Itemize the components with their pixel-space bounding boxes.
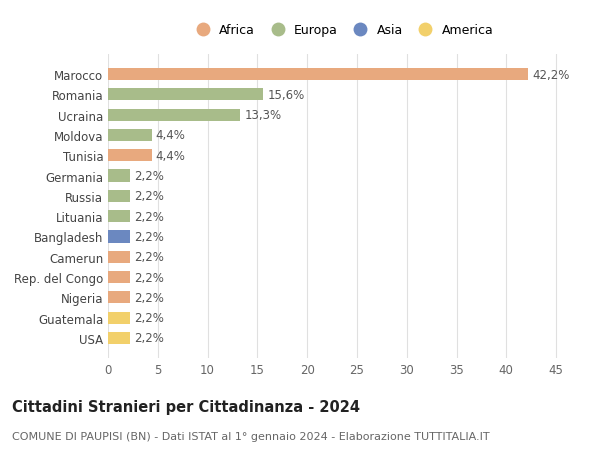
Bar — [108, 291, 130, 304]
Text: 2,2%: 2,2% — [134, 312, 164, 325]
Legend: Africa, Europa, Asia, America: Africa, Europa, Asia, America — [185, 19, 499, 42]
Bar — [108, 170, 130, 182]
Text: 4,4%: 4,4% — [156, 129, 185, 142]
Text: 2,2%: 2,2% — [134, 251, 164, 263]
Text: Cittadini Stranieri per Cittadinanza - 2024: Cittadini Stranieri per Cittadinanza - 2… — [12, 399, 360, 414]
Text: 2,2%: 2,2% — [134, 210, 164, 223]
Text: 15,6%: 15,6% — [268, 89, 305, 101]
Bar — [108, 271, 130, 284]
Bar — [108, 251, 130, 263]
Text: 2,2%: 2,2% — [134, 170, 164, 183]
Text: 2,2%: 2,2% — [134, 291, 164, 304]
Bar — [108, 332, 130, 344]
Text: 2,2%: 2,2% — [134, 271, 164, 284]
Bar — [108, 231, 130, 243]
Bar — [108, 190, 130, 202]
Text: 4,4%: 4,4% — [156, 150, 185, 162]
Bar — [108, 150, 152, 162]
Text: 13,3%: 13,3% — [244, 109, 281, 122]
Text: COMUNE DI PAUPISI (BN) - Dati ISTAT al 1° gennaio 2024 - Elaborazione TUTTITALIA: COMUNE DI PAUPISI (BN) - Dati ISTAT al 1… — [12, 431, 490, 442]
Bar — [108, 129, 152, 142]
Bar — [108, 89, 263, 101]
Bar — [108, 109, 241, 122]
Bar — [108, 312, 130, 324]
Text: 42,2%: 42,2% — [532, 68, 569, 81]
Text: 2,2%: 2,2% — [134, 332, 164, 345]
Text: 2,2%: 2,2% — [134, 230, 164, 243]
Text: 2,2%: 2,2% — [134, 190, 164, 203]
Bar — [108, 69, 528, 81]
Bar — [108, 211, 130, 223]
